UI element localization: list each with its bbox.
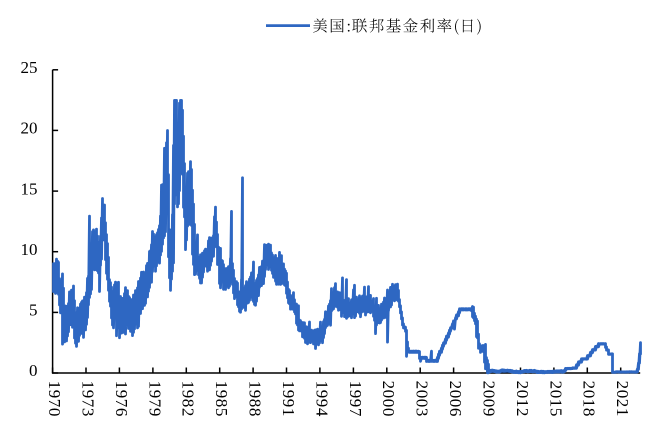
svg-text:2015: 2015 [546,381,565,417]
svg-text:1976: 1976 [112,381,131,417]
svg-text:1979: 1979 [145,381,164,417]
svg-text:1994: 1994 [312,381,331,417]
svg-text:1973: 1973 [78,381,97,417]
svg-text:1991: 1991 [279,381,298,417]
svg-text:5: 5 [29,301,38,320]
svg-text:1985: 1985 [212,381,231,417]
svg-text:1970: 1970 [45,381,64,417]
svg-text:2000: 2000 [379,381,398,417]
svg-text:1997: 1997 [346,381,365,417]
svg-text:15: 15 [21,179,38,198]
svg-text:1988: 1988 [246,381,265,417]
svg-text:1982: 1982 [179,381,198,417]
svg-text:20: 20 [21,119,38,138]
svg-text:2003: 2003 [413,381,432,417]
svg-text:0: 0 [29,361,38,380]
svg-text:2012: 2012 [513,381,532,417]
svg-text:25: 25 [21,58,38,77]
svg-text:2009: 2009 [479,381,498,417]
svg-text:2018: 2018 [580,381,599,417]
svg-text:2006: 2006 [446,381,465,417]
svg-text:2021: 2021 [613,381,632,417]
svg-text:10: 10 [21,240,38,259]
